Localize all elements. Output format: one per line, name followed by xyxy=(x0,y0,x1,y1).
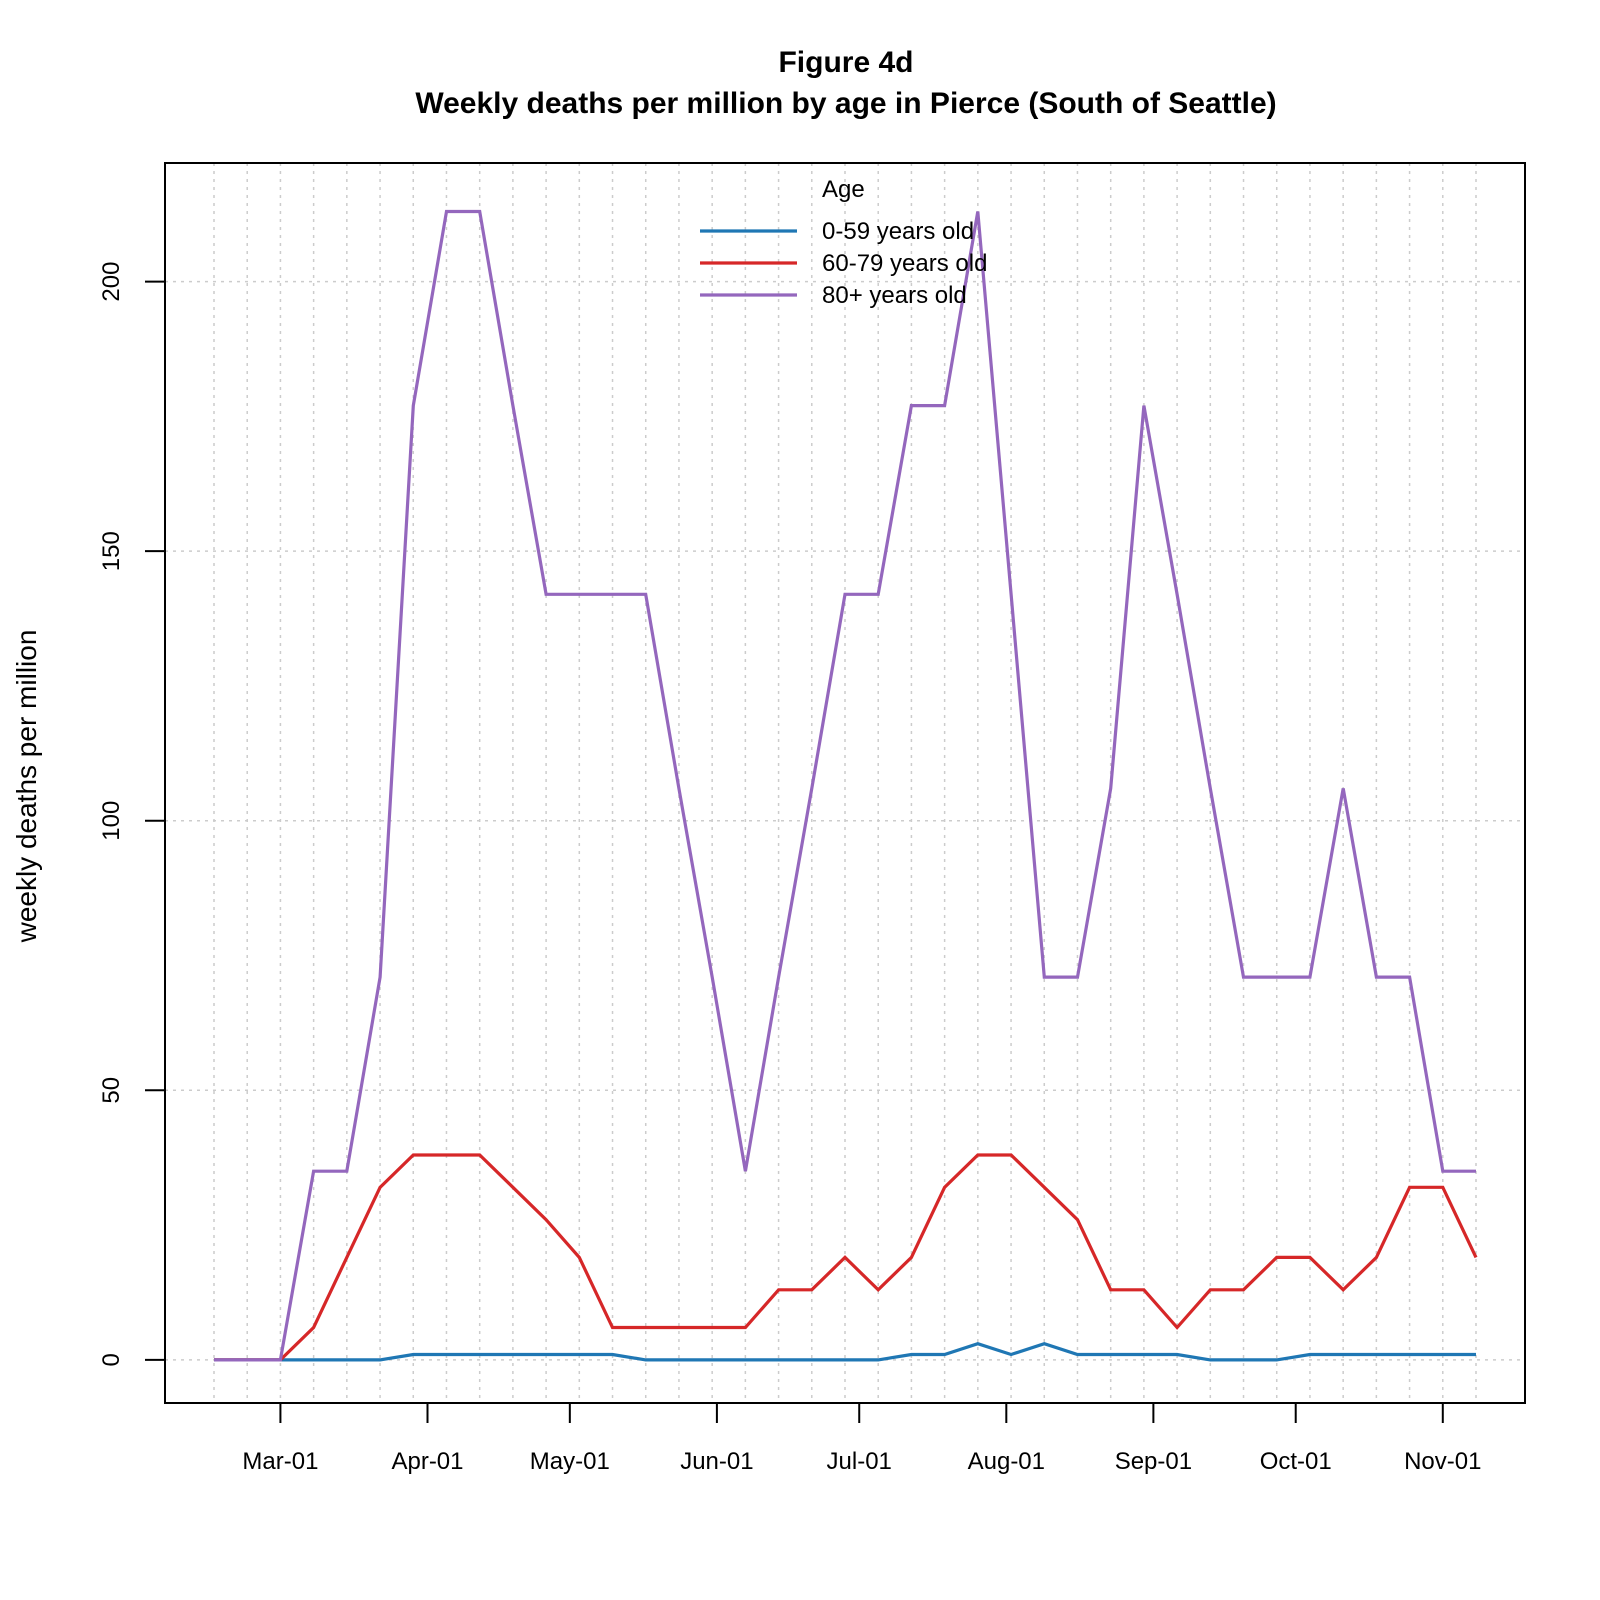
y-axis-label: weekly deaths per million xyxy=(11,630,42,944)
x-tick-label: Aug-01 xyxy=(968,1448,1045,1475)
plot-frame xyxy=(164,162,1526,1404)
legend-title: Age xyxy=(822,176,865,203)
axes: Mar-01 Apr-01 May-01 Jun-01 Jul-01 Aug-01 Sep-… xyxy=(98,262,1481,1475)
y-tick-label: 100 xyxy=(98,801,125,841)
grid xyxy=(165,163,1525,1403)
x-tick-label: Sep-01 xyxy=(1115,1448,1192,1475)
chart-title: Figure 4d xyxy=(778,46,913,79)
x-tick-label: Apr-01 xyxy=(391,1448,463,1475)
legend: Age 0-59 years old 60-79 years old 80+ yea… xyxy=(700,176,987,309)
legend-label: 0-59 years old xyxy=(822,218,974,245)
series-line-1 xyxy=(214,1342,1476,1362)
x-tick-label: Nov-01 xyxy=(1404,1448,1481,1475)
series-lines xyxy=(214,209,1478,1362)
x-tick-label: Mar-01 xyxy=(242,1448,318,1475)
x-tick-label: May-01 xyxy=(530,1448,610,1475)
x-tick-label: Oct-01 xyxy=(1260,1448,1332,1475)
y-tick-label: 0 xyxy=(98,1353,125,1366)
x-tick-label: Jul-01 xyxy=(827,1448,892,1475)
y-tick-label: 150 xyxy=(98,531,125,571)
series-line-2 xyxy=(214,1153,1478,1362)
legend-label: 60-79 years old xyxy=(822,250,987,277)
series-line-3 xyxy=(214,209,1476,1362)
y-tick-label: 50 xyxy=(98,1077,125,1104)
legend-label: 80+ years old xyxy=(822,282,967,309)
y-tick-label: 200 xyxy=(98,262,125,302)
chart-subtitle: Weekly deaths per million by age in Pier… xyxy=(415,87,1276,120)
x-tick-label: Jun-01 xyxy=(680,1448,753,1475)
